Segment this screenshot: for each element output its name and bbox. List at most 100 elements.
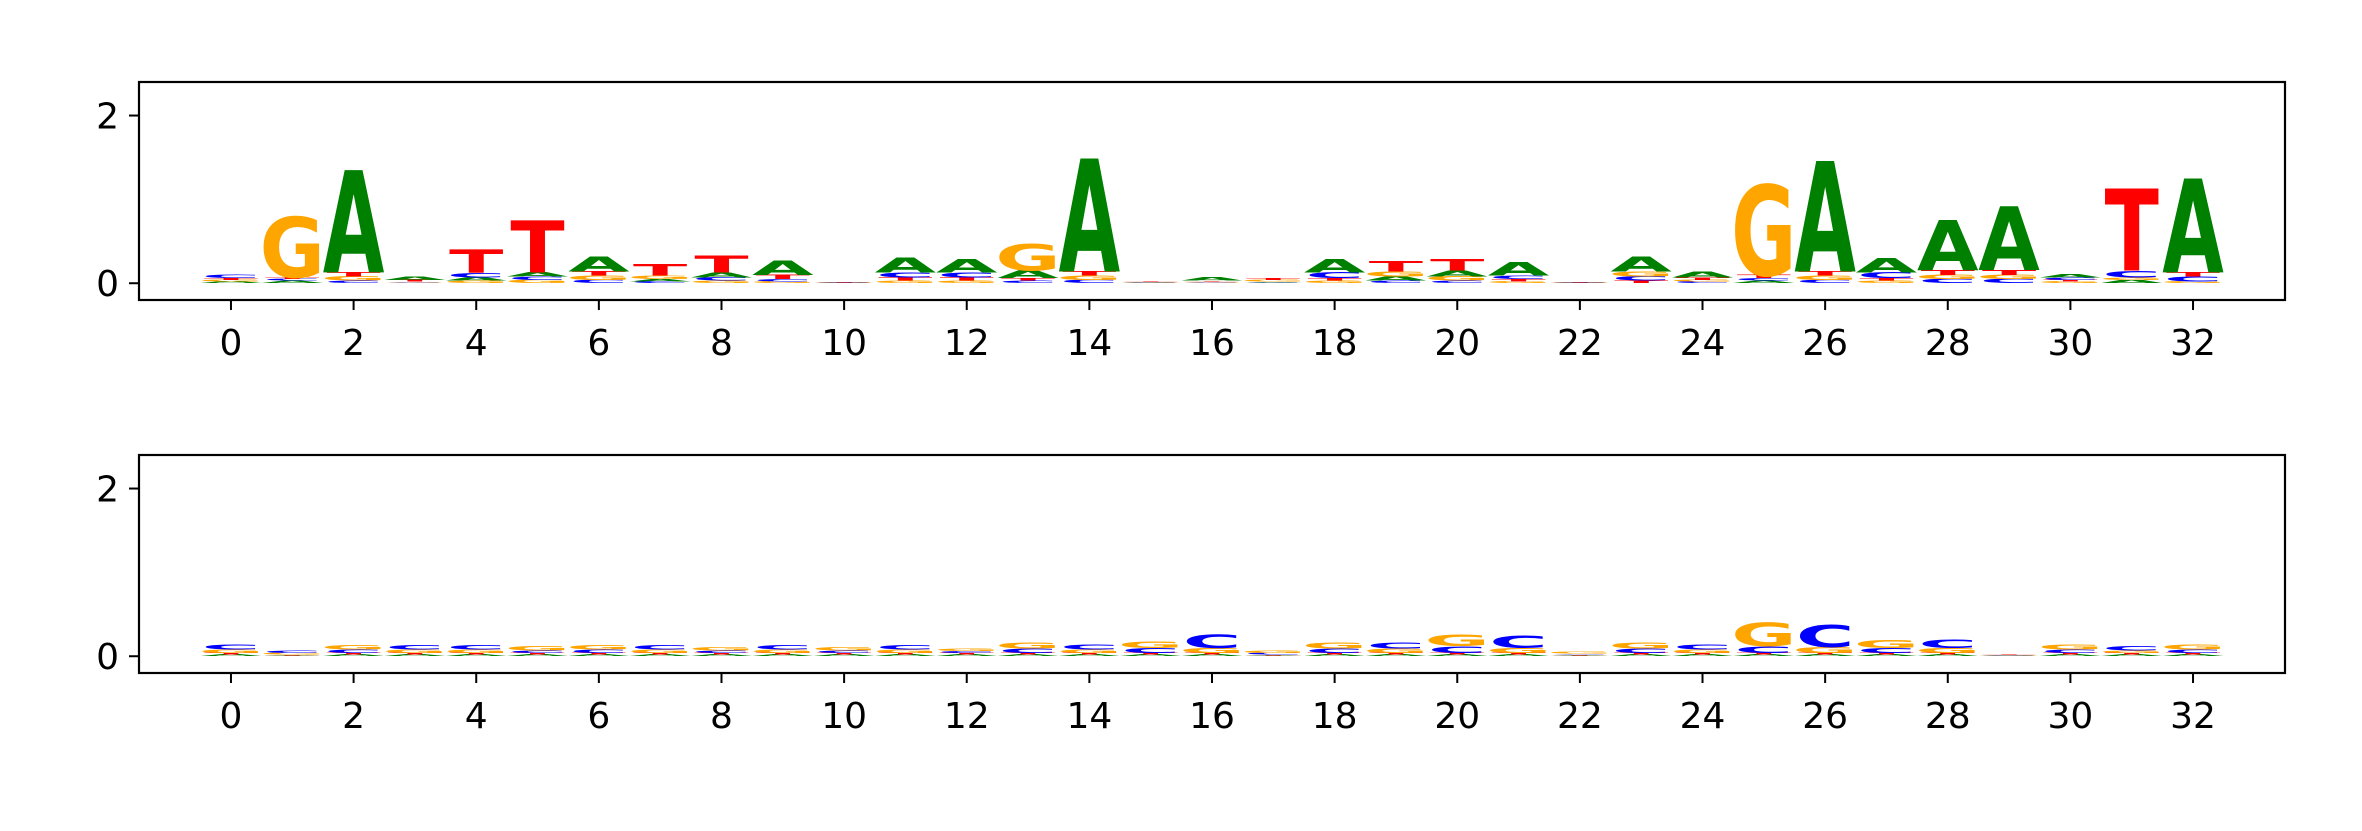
- logo-letter-G: G: [444, 649, 509, 654]
- logo-letter-A: A: [1365, 654, 1427, 657]
- logo-letter-G: G: [1609, 641, 1674, 650]
- logo-letter-G: G: [444, 280, 509, 284]
- logo-letter-T: T: [1369, 259, 1423, 275]
- logo-letter-G: G: [1915, 274, 1980, 281]
- x-tick-label: 22: [1557, 323, 1603, 364]
- logo-letter-C: C: [1673, 643, 1731, 651]
- logo-letter-C: C: [324, 280, 382, 284]
- logo-letter-G: G: [1179, 281, 1244, 282]
- logo-letter-G: G: [1854, 280, 1919, 284]
- logo-letter-G: G: [566, 275, 631, 282]
- logo-letter-C: C: [1980, 278, 2038, 285]
- logo-letter-A: A: [445, 277, 507, 282]
- logo-letter-C: C: [1367, 641, 1425, 650]
- x-tick-label: 4: [465, 323, 488, 364]
- logo-letter-A: A: [2162, 154, 2224, 303]
- logo-letter-A: A: [629, 278, 691, 282]
- logo-letter-C: C: [631, 644, 689, 651]
- logo-letter-A: A: [1978, 655, 2040, 656]
- logo-letter-A: A: [1794, 131, 1856, 308]
- logo-letter-T: T: [204, 652, 259, 655]
- logo-letter-C: C: [692, 277, 750, 282]
- logo-letter-T: T: [1675, 277, 1730, 281]
- logo-letter-G: G: [811, 282, 876, 283]
- logo-letter-C: C: [1244, 652, 1302, 655]
- logo-letter-G: G: [321, 276, 386, 283]
- logo-letter-G: G: [811, 646, 876, 651]
- x-tick-label: 26: [1802, 323, 1848, 364]
- x-tick-label: 22: [1557, 696, 1603, 737]
- logo-letter-C: C: [754, 278, 812, 282]
- logo-letter-C: C: [1796, 620, 1854, 655]
- logo-letter-A: A: [1488, 654, 1550, 657]
- logo-letter-T: T: [1614, 280, 1669, 284]
- logo-letter-T: T: [756, 652, 811, 655]
- logo-letter-A: A: [936, 654, 998, 657]
- logo-letter-G: G: [628, 649, 693, 654]
- logo-letter-G: G: [995, 236, 1060, 279]
- logo-letter-C: C: [2041, 649, 2099, 654]
- logo-letter-G: G: [1302, 280, 1367, 284]
- logo-letter-T: T: [940, 277, 995, 282]
- logo-letter-T: T: [510, 652, 565, 655]
- logo-letter-C: C: [999, 280, 1057, 284]
- logo-letter-C: C: [754, 644, 812, 651]
- logo-letter-T: T: [1859, 278, 1914, 282]
- x-tick-label: 10: [821, 323, 867, 364]
- logo-letter-C: C: [1060, 279, 1118, 284]
- logo-letter-G: G: [1976, 655, 2041, 656]
- logo-letter-G: G: [934, 280, 999, 284]
- logo-letter-G: G: [1179, 647, 1244, 655]
- x-tick-label: 32: [2170, 323, 2216, 364]
- logo-letter-T: T: [1430, 256, 1484, 275]
- logo-letter-A: A: [2101, 279, 2163, 284]
- x-tick-label: 6: [587, 323, 610, 364]
- logo-letter-C: C: [447, 644, 505, 651]
- logo-letter-C: C: [570, 649, 628, 654]
- logo-letter-G: G: [505, 645, 570, 652]
- logo-letter-C: C: [999, 648, 1057, 655]
- logo-letter-T: T: [1491, 652, 1546, 655]
- logo-letter-G: G: [566, 644, 631, 651]
- logo-letter-G: G: [1670, 279, 1735, 282]
- logo-letter-G: G: [321, 644, 386, 651]
- logo-letter-G: G: [1486, 647, 1551, 655]
- logo-letter-G: G: [1363, 648, 1428, 655]
- logo-letter-T: T: [388, 652, 443, 655]
- logo-letter-A: A: [200, 281, 262, 284]
- logo-letter-G: G: [1854, 638, 1919, 650]
- logo-letter-A: A: [691, 271, 753, 279]
- x-tick-label: 14: [1066, 696, 1112, 737]
- x-tick-label: 32: [2170, 696, 2216, 737]
- logo-letter-C: C: [508, 650, 566, 654]
- logo-letter-T: T: [449, 244, 504, 281]
- logo-letter-T: T: [1369, 652, 1424, 655]
- logo-letter-C: C: [2103, 645, 2161, 652]
- logo-letter-G: G: [995, 641, 1060, 650]
- logo-letters: ATGCATGCATCGATGCATGCATCGATCGATGCATCGATGC…: [198, 617, 2225, 657]
- logo-letter-A: A: [1304, 654, 1366, 657]
- x-tick-label: 12: [944, 323, 990, 364]
- logo-letter-G: G: [1302, 641, 1367, 650]
- x-tick-label: 26: [1802, 696, 1848, 737]
- logo-letter-A: A: [875, 253, 937, 277]
- logo-letter-C: C: [1122, 282, 1180, 283]
- logo-letter-C: C: [631, 281, 689, 284]
- logo-letter-T: T: [2043, 279, 2098, 282]
